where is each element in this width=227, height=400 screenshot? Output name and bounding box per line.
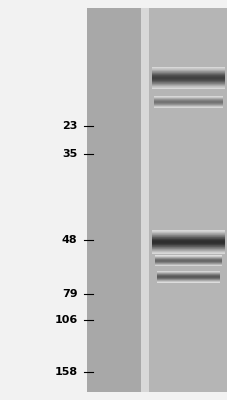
Text: 35: 35: [62, 149, 77, 159]
Bar: [141, 8, 149, 392]
Bar: [149, 8, 227, 392]
Bar: [86, 8, 141, 392]
Bar: [86, 8, 227, 392]
Text: 48: 48: [62, 235, 77, 245]
Text: 158: 158: [54, 367, 77, 377]
Text: 23: 23: [62, 121, 77, 131]
Text: 106: 106: [54, 315, 77, 325]
Text: 79: 79: [62, 289, 77, 299]
